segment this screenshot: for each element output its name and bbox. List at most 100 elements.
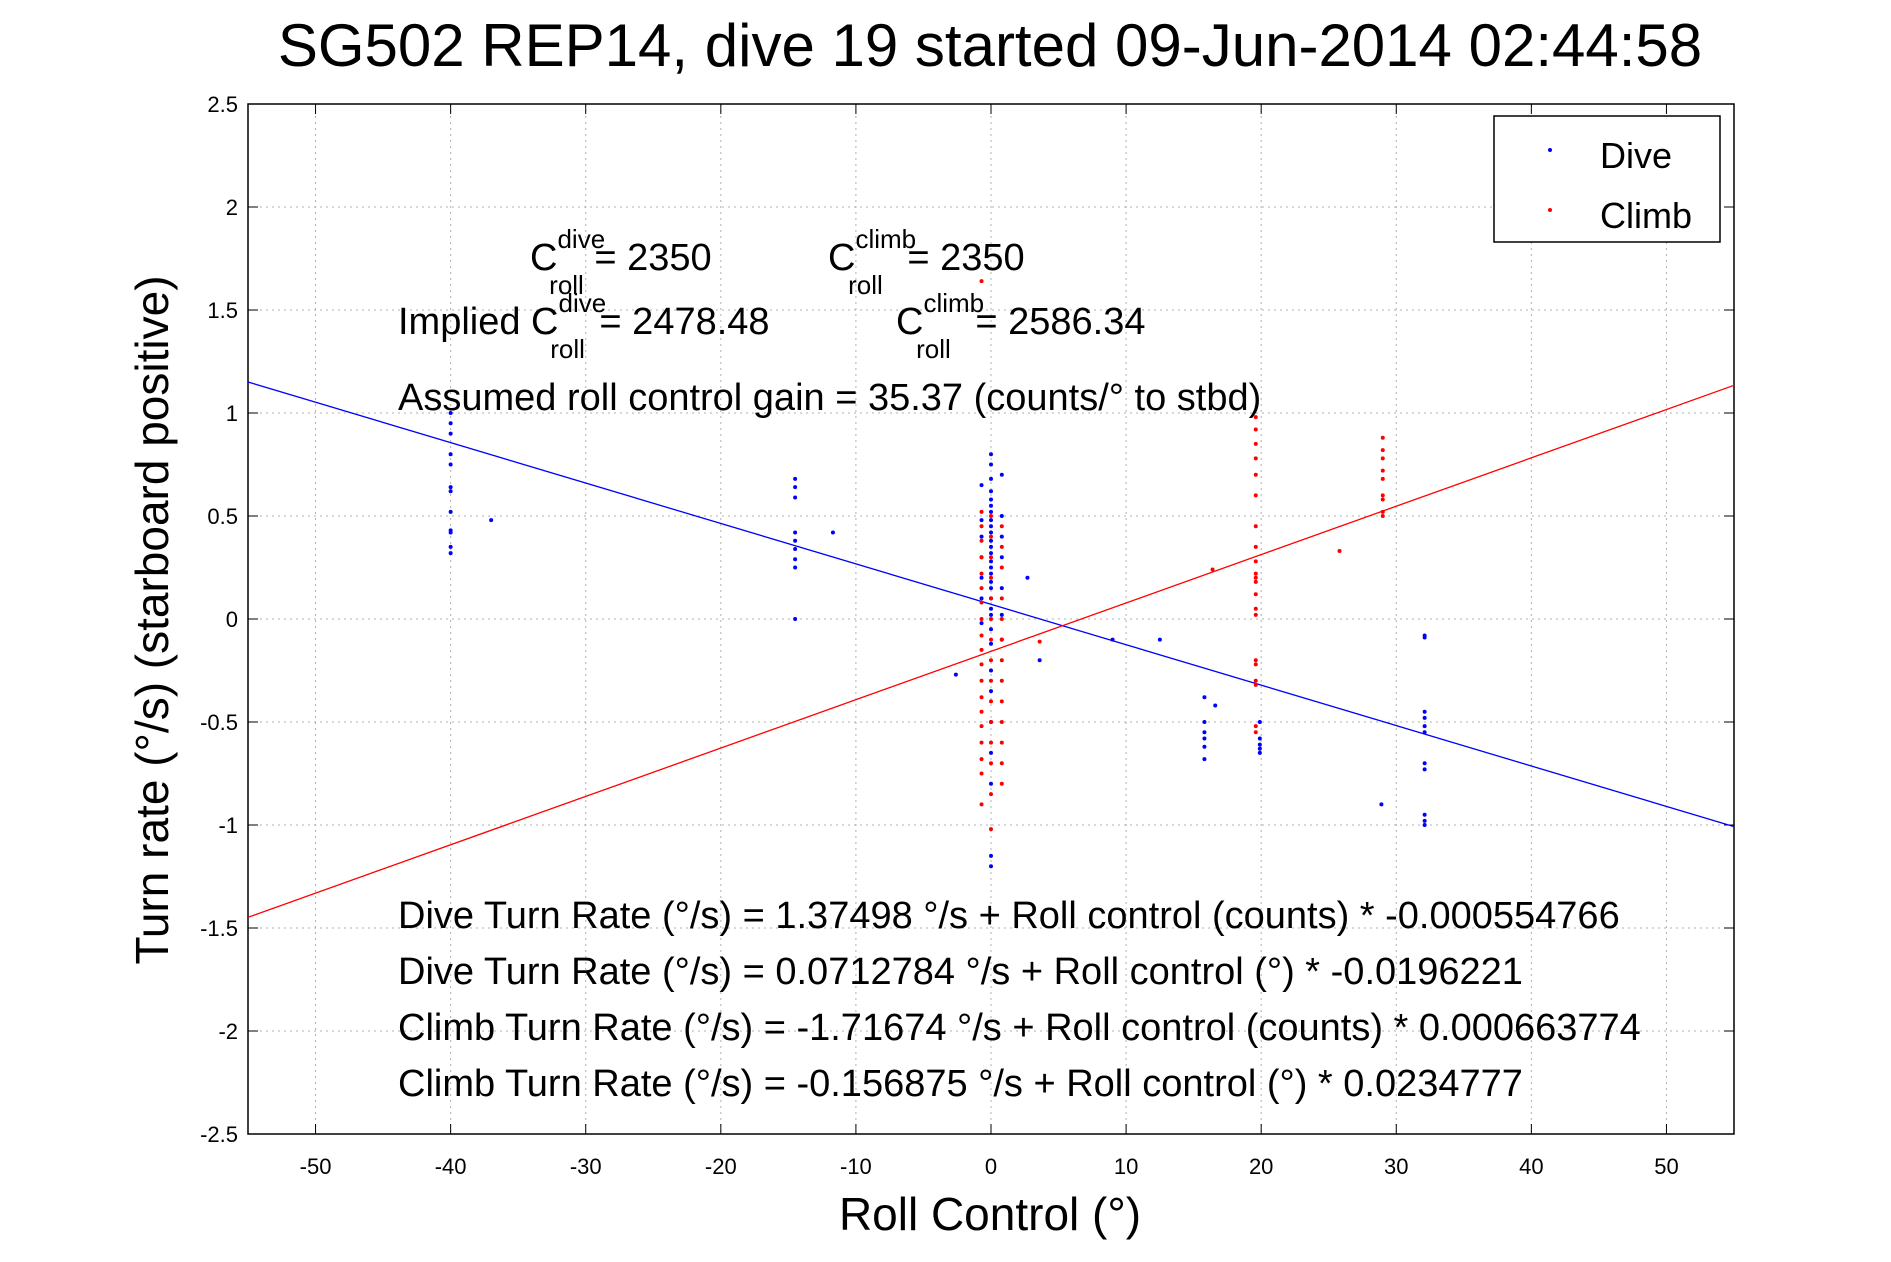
data-point-climb: [999, 637, 1004, 642]
data-point-climb: [1253, 678, 1258, 683]
data-point-dive: [999, 586, 1004, 591]
x-tick-label: 50: [1654, 1154, 1678, 1179]
data-point-dive: [989, 476, 993, 481]
x-tick-label: -20: [705, 1154, 737, 1179]
data-point-climb: [999, 699, 1004, 704]
data-point-dive: [989, 668, 993, 673]
data-point-dive: [989, 538, 993, 543]
data-point-dive: [979, 518, 984, 523]
data-point-dive: [979, 534, 984, 539]
data-point-climb: [999, 658, 1004, 663]
data-point-dive: [1202, 757, 1207, 762]
legend-marker-dive: [1548, 148, 1552, 152]
data-point-dive: [448, 530, 453, 535]
data-point-dive: [979, 575, 984, 580]
gain-annotation: Assumed roll control gain = 35.37 (count…: [398, 377, 1261, 419]
equation-climb-counts: Climb Turn Rate (°/s) = -1.71674 °/s + R…: [398, 1007, 1641, 1049]
data-point-dive: [1422, 715, 1427, 720]
x-tick-label: 10: [1114, 1154, 1138, 1179]
data-point-climb: [1253, 662, 1258, 667]
data-point-climb: [1253, 559, 1258, 564]
data-point-climb: [1253, 579, 1258, 584]
data-point-dive: [999, 514, 1004, 518]
x-tick-label: 30: [1384, 1154, 1408, 1179]
data-point-climb: [979, 633, 984, 638]
data-point-climb: [979, 617, 984, 621]
equation-dive-degrees: Dive Turn Rate (°/s) = 0.0712784 °/s + R…: [398, 951, 1523, 993]
data-point-dive: [989, 497, 993, 502]
data-point-dive: [448, 411, 453, 415]
data-point-climb: [989, 720, 993, 724]
y-tick-label: 1: [226, 401, 238, 426]
data-point-dive: [793, 476, 798, 481]
fit-lines: [247, 381, 1735, 918]
legend: Dive Climb: [1493, 115, 1721, 243]
equation-climb-degrees: Climb Turn Rate (°/s) = -0.156875 °/s + …: [398, 1063, 1523, 1105]
data-point-climb: [1253, 415, 1258, 420]
data-point-climb: [989, 761, 993, 766]
data-point-climb: [989, 637, 993, 642]
data-point-dive: [989, 641, 993, 646]
data-point-climb: [1037, 639, 1042, 644]
data-point-climb: [979, 555, 984, 560]
data-point-climb: [1380, 476, 1385, 481]
data-point-dive: [999, 555, 1004, 560]
data-point-dive: [989, 606, 993, 611]
data-point-climb: [1253, 658, 1258, 663]
data-point-dive: [1202, 744, 1207, 749]
data-point-dive: [448, 452, 453, 457]
data-point-dive: [793, 557, 798, 562]
data-point-climb: [1253, 544, 1258, 549]
y-tick-label: 0.5: [207, 504, 238, 529]
data-point-climb: [989, 658, 993, 663]
data-point-dive: [989, 462, 993, 467]
data-point-climb: [979, 600, 984, 605]
data-point-climb: [999, 761, 1004, 766]
data-point-climb: [979, 757, 984, 762]
data-point-dive: [1422, 818, 1427, 823]
data-point-dive: [989, 612, 993, 617]
data-point-dive: [1422, 730, 1427, 735]
data-point-climb: [989, 678, 993, 683]
data-point-dive: [989, 524, 993, 529]
data-point-dive: [989, 565, 993, 570]
y-tick-label: 2: [226, 195, 238, 220]
data-point-climb: [1253, 724, 1258, 729]
data-point-dive: [1422, 761, 1427, 766]
data-point-climb: [979, 771, 984, 776]
data-point-dive: [448, 489, 453, 494]
data-point-climb: [979, 538, 984, 543]
data-point-dive: [1422, 812, 1427, 817]
data-point-dive: [979, 621, 984, 626]
data-point-dive: [989, 579, 993, 584]
series-dive: [448, 411, 1427, 869]
fit-equations: Dive Turn Rate (°/s) = 1.37498 °/s + Rol…: [398, 895, 1641, 1105]
data-point-dive: [989, 559, 993, 564]
x-axis-label: Roll Control (°): [839, 1188, 1141, 1240]
fit-line-climb: [247, 384, 1735, 918]
data-point-dive: [999, 534, 1004, 539]
data-point-dive: [989, 518, 993, 523]
data-point-climb: [1253, 571, 1258, 576]
y-tick-label: 0: [226, 607, 238, 632]
y-tick-label: -0.5: [200, 710, 238, 735]
data-point-climb: [979, 279, 984, 284]
data-point-dive: [1202, 695, 1207, 700]
y-axis: 2.5 2 1.5 1 0.5 0 -0.5 -1 -1.5 -2 -2.5: [200, 92, 1734, 1147]
data-point-dive: [1257, 736, 1262, 741]
data-point-dive: [1379, 802, 1384, 807]
data-point-climb: [989, 792, 993, 797]
data-point-dive: [448, 431, 453, 436]
data-point-dive: [1202, 736, 1207, 741]
data-point-dive: [793, 565, 798, 570]
y-tick-label: 1.5: [207, 298, 238, 323]
data-point-climb: [999, 544, 1004, 549]
data-point-dive: [989, 551, 993, 556]
data-point-dive: [793, 546, 798, 551]
data-point-climb: [1380, 514, 1385, 518]
x-tick-label: -40: [435, 1154, 467, 1179]
data-point-dive: [999, 472, 1004, 477]
data-point-climb: [989, 514, 993, 518]
data-point-climb: [999, 781, 1004, 786]
data-point-climb: [1253, 682, 1258, 687]
